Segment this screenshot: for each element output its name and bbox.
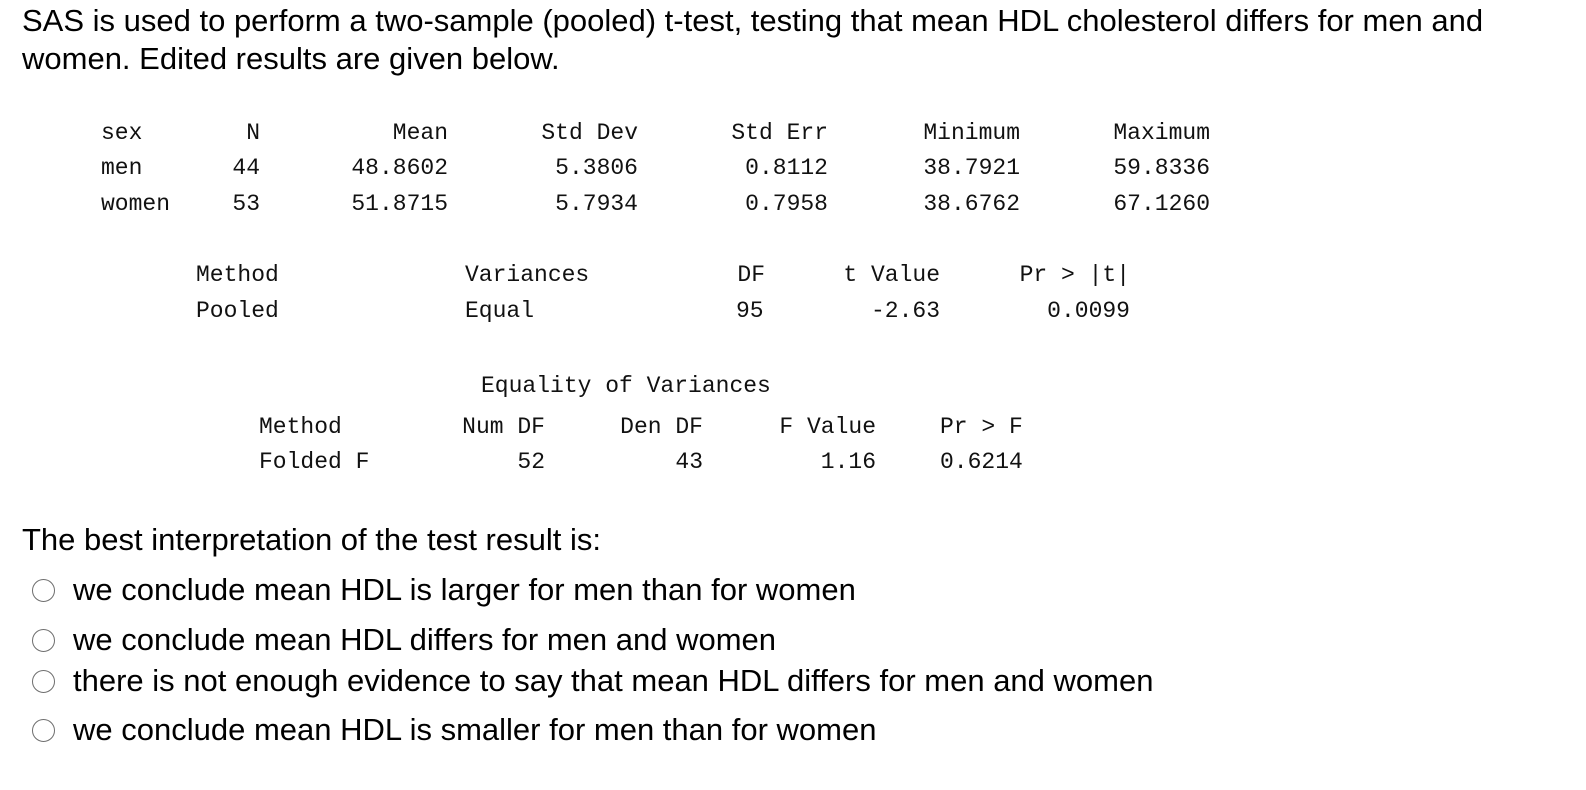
variance-header-method: Method xyxy=(259,414,342,440)
radio-button[interactable] xyxy=(32,669,55,693)
answer-option-label: we conclude mean HDL is larger for men t… xyxy=(73,572,856,607)
question-prompt: The best interpretation of the test resu… xyxy=(22,522,601,557)
variance-num-df: 52 xyxy=(517,449,545,475)
header-std-dev: Std Dev xyxy=(541,120,638,146)
answer-option-label: there is not enough evidence to say that… xyxy=(73,663,1154,698)
ttest-header-variances: Variances xyxy=(465,262,590,288)
row-women-minimum: 38.6762 xyxy=(923,191,1020,217)
variance-header-f-value: F Value xyxy=(779,414,876,440)
variance-header-pr-f: Pr > F xyxy=(940,414,1023,440)
variance-header-num-df: Num DF xyxy=(462,414,545,440)
variance-table-title: Equality of Variances xyxy=(481,373,771,399)
row-women-maximum: 67.1260 xyxy=(1113,191,1210,217)
ttest-pr-t: 0.0099 xyxy=(1047,298,1130,324)
ttest-header-pr-t: Pr > |t| xyxy=(1019,262,1130,288)
header-sex: sex xyxy=(101,120,143,146)
radio-button[interactable] xyxy=(32,718,55,742)
variance-f-value: 1.16 xyxy=(820,449,876,475)
variance-den-df: 43 xyxy=(675,449,703,475)
variance-header-den-df: Den DF xyxy=(620,414,703,440)
header-mean: Mean xyxy=(392,120,448,146)
answer-option-label: we conclude mean HDL is smaller for men … xyxy=(73,712,877,747)
ttest-t-value: -2.63 xyxy=(870,298,940,324)
question-intro: SAS is used to perform a two-sample (poo… xyxy=(22,3,1484,76)
ttest-method: Pooled xyxy=(196,298,279,324)
row-men-sex: men xyxy=(101,155,143,181)
row-men-maximum: 59.8336 xyxy=(1113,155,1210,181)
answer-option-label: we conclude mean HDL differs for men and… xyxy=(73,622,777,657)
variance-pr-f: 0.6214 xyxy=(940,449,1023,475)
answer-option-not-enough-evidence[interactable]: there is not enough evidence to say that… xyxy=(32,661,1153,701)
answer-option-larger-for-men[interactable]: we conclude mean HDL is larger for men t… xyxy=(32,570,856,610)
row-men-minimum: 38.7921 xyxy=(923,155,1020,181)
row-women-mean: 51.8715 xyxy=(351,191,448,217)
ttest-header-method: Method xyxy=(196,262,279,288)
answer-option-differs[interactable]: we conclude mean HDL differs for men and… xyxy=(32,620,776,660)
ttest-header-df: DF xyxy=(737,262,765,288)
radio-button[interactable] xyxy=(32,578,55,602)
row-men-std-dev: 5.3806 xyxy=(555,155,638,181)
row-women-std-dev: 5.7934 xyxy=(555,191,638,217)
header-std-err: Std Err xyxy=(731,120,828,146)
ttest-variances: Equal xyxy=(465,298,535,324)
answer-option-smaller-for-men[interactable]: we conclude mean HDL is smaller for men … xyxy=(32,710,876,750)
radio-button[interactable] xyxy=(32,628,55,652)
row-men-n: 44 xyxy=(232,155,260,181)
ttest-df: 95 xyxy=(736,298,764,324)
row-women-n: 53 xyxy=(232,191,260,217)
header-minimum: Minimum xyxy=(923,120,1020,146)
ttest-header-t-value: t Value xyxy=(843,262,940,288)
row-women-std-err: 0.7958 xyxy=(745,191,828,217)
variance-method: Folded F xyxy=(259,449,370,475)
row-men-std-err: 0.8112 xyxy=(745,155,828,181)
header-n: N xyxy=(246,120,260,146)
row-men-mean: 48.8602 xyxy=(351,155,448,181)
row-women-sex: women xyxy=(101,191,171,217)
header-maximum: Maximum xyxy=(1113,120,1210,146)
